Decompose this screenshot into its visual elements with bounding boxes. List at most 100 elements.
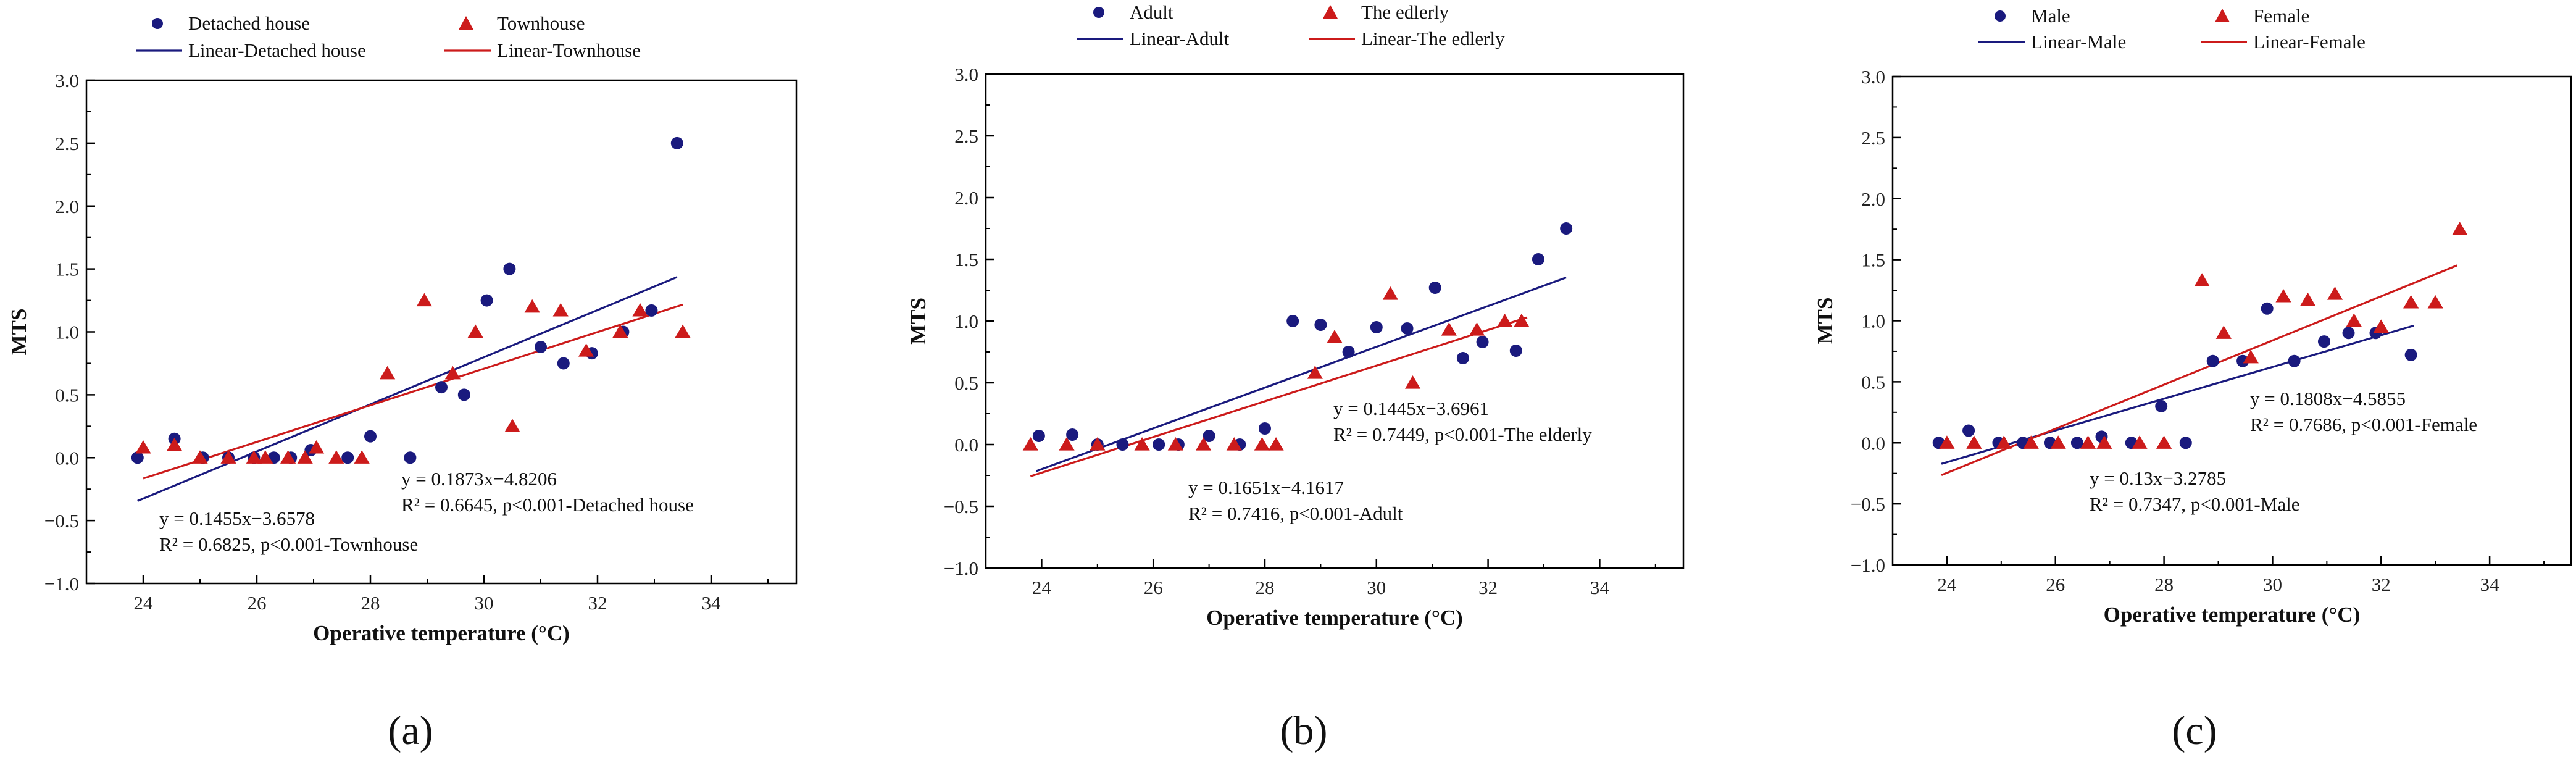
point-female	[2132, 435, 2148, 449]
point-townhouse	[380, 366, 396, 380]
point-detached-house	[557, 357, 570, 370]
point-female	[2427, 295, 2443, 309]
panel-label: (c)	[2172, 708, 2217, 753]
legend-label: Linear-Townhouse	[497, 40, 641, 61]
y-tick-label: −0.5	[1851, 493, 1885, 515]
x-tick-label: 24	[134, 592, 154, 614]
point-detached-house	[457, 388, 470, 401]
point-male	[2070, 437, 2083, 449]
point-detached-house	[404, 451, 417, 464]
point-the-edlerly	[1226, 437, 1242, 451]
legend-label: Linear-Female	[2253, 31, 2366, 52]
point-townhouse	[552, 303, 569, 317]
point-detached-house	[670, 136, 683, 149]
point-male	[2236, 354, 2249, 367]
point-male	[1962, 424, 1975, 437]
point-townhouse	[192, 450, 208, 464]
y-tick-label: 0.0	[1861, 432, 1885, 454]
point-adult	[1428, 282, 1441, 294]
y-axis-label: MTS	[906, 298, 930, 345]
y-tick-label: −0.5	[44, 510, 79, 532]
legend-marker-female	[2215, 9, 2230, 22]
legend-label: The edlerly	[1361, 1, 1449, 23]
x-tick-label: 26	[1144, 577, 1163, 598]
point-female	[2452, 222, 2468, 235]
y-tick-label: 2.5	[1861, 127, 1885, 149]
point-the-edlerly	[1090, 437, 1106, 451]
y-tick-label: 3.0	[954, 64, 978, 85]
legend-label: Male	[2031, 5, 2070, 27]
legend-label: Linear-The edlerly	[1361, 28, 1505, 49]
point-the-edlerly	[1497, 314, 1513, 327]
legend-label: Female	[2253, 5, 2309, 27]
point-townhouse	[612, 324, 628, 338]
point-the-edlerly	[1307, 366, 1323, 379]
point-adult	[1032, 430, 1045, 442]
x-tick-label: 30	[1367, 577, 1386, 598]
legend-label: Linear-Adult	[1130, 28, 1230, 49]
point-townhouse	[444, 366, 461, 380]
point-adult	[1532, 253, 1544, 265]
legend-label: Adult	[1130, 1, 1173, 23]
point-the-edlerly	[1059, 437, 1075, 451]
y-tick-label: 1.0	[954, 311, 978, 332]
point-the-edlerly	[1195, 437, 1212, 451]
x-tick-label: 26	[2046, 574, 2065, 595]
point-female	[2403, 295, 2419, 309]
point-female	[2299, 292, 2316, 306]
point-detached-house	[341, 451, 354, 464]
legend-label: Townhouse	[497, 12, 585, 34]
y-tick-label: 2.0	[55, 196, 79, 217]
point-male	[2261, 302, 2274, 315]
point-townhouse	[167, 437, 183, 451]
annotation-ann2-line1: y = 0.1651x−4.1617	[1188, 477, 1344, 498]
point-the-edlerly	[1167, 437, 1183, 451]
point-townhouse	[524, 299, 540, 313]
point-detached-house	[503, 262, 516, 275]
chart-panel-1: −1.0 −0.5 0.0 0.5 1.0 1.5 2.0 2.5 3.0 24 26 28 30 32 3…	[7, 12, 798, 753]
point-the-edlerly	[1469, 322, 1485, 336]
annotation-ann2-line1: y = 0.1455x−3.6578	[159, 508, 315, 529]
y-axis-label: MTS	[7, 309, 31, 356]
plot-frame	[1891, 75, 2572, 566]
x-tick-label: 28	[361, 592, 380, 614]
annotation-ann1-line2: R² = 0.7449, p<0.001-The elderly	[1333, 424, 1592, 445]
point-female	[2080, 435, 2096, 449]
y-tick-label: 2.0	[954, 187, 978, 209]
y-tick-label: 1.0	[1861, 311, 1885, 332]
point-townhouse	[675, 324, 691, 338]
fit-line-the-edlerly	[1030, 316, 1528, 477]
annotation-ann2-line2: R² = 0.6825, p<0.001-Townhouse	[159, 533, 418, 555]
point-townhouse	[416, 293, 432, 307]
point-female	[2096, 435, 2112, 449]
point-adult	[1153, 438, 1165, 451]
x-tick-label: 30	[2263, 574, 2282, 595]
point-detached-house	[435, 381, 448, 394]
legend-marker-townhouse	[459, 16, 473, 30]
annotation-ann1-line1: y = 0.1445x−3.6961	[1333, 398, 1489, 419]
y-tick-label: −0.5	[944, 496, 978, 517]
x-tick-label: 24	[1032, 577, 1052, 598]
point-townhouse	[297, 450, 313, 464]
y-tick-label: 0.0	[954, 434, 978, 456]
y-tick-label: 1.5	[954, 249, 978, 270]
x-tick-label: 34	[702, 592, 722, 614]
point-the-edlerly	[1514, 314, 1530, 327]
point-female	[2215, 325, 2232, 339]
point-adult	[1259, 422, 1271, 435]
point-female	[2373, 319, 2389, 333]
point-adult	[1116, 438, 1129, 451]
annotation-ann1-line2: R² = 0.6645, p<0.001-Detached house	[401, 494, 694, 516]
point-female	[2346, 313, 2362, 327]
chart-panel-3: −1.0 −0.5 0.0 0.5 1.0 1.5 2.0 2.5 3.0 24 26 28 30 32 3…	[1813, 5, 2572, 753]
point-male	[2342, 327, 2355, 340]
panel-label: (a)	[388, 708, 433, 753]
y-tick-label: 3.0	[1861, 66, 1885, 88]
x-tick-label: 34	[2480, 574, 2500, 595]
point-adult	[1066, 428, 1079, 441]
point-townhouse	[578, 343, 594, 357]
y-tick-label: −1.0	[44, 573, 79, 595]
point-townhouse	[328, 450, 344, 464]
x-tick-label: 24	[1937, 574, 1957, 595]
